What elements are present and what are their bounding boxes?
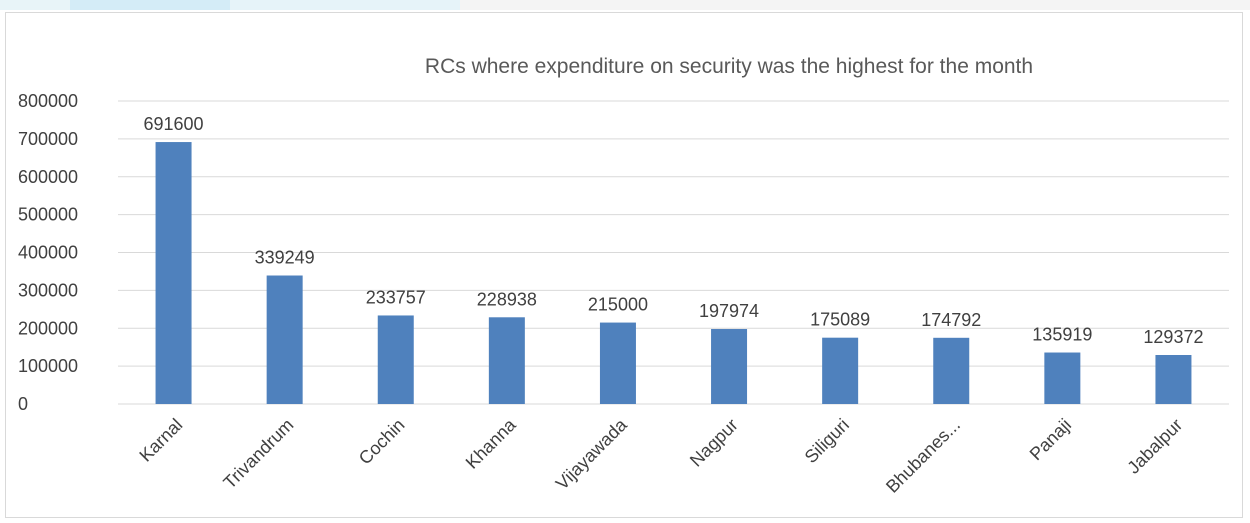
bar: [377, 315, 414, 404]
y-tick-label: 0: [18, 394, 28, 414]
data-label: 233757: [366, 287, 426, 307]
x-category-label: Khanna: [462, 414, 521, 473]
y-tick-label: 300000: [18, 280, 78, 300]
bar: [1044, 352, 1081, 404]
x-axis-labels: Karnal Trivandrum Cochin Khanna Vijayawada Na…: [135, 414, 1186, 497]
y-tick-label: 400000: [18, 243, 78, 263]
top-decorative-band: [0, 0, 1250, 10]
x-category-label: Siliguri: [801, 415, 853, 467]
x-category-label: Jabalpur: [1123, 415, 1186, 478]
y-tick-label: 500000: [18, 205, 78, 225]
data-label: 339249: [255, 248, 315, 268]
chart-frame: RCs where expenditure on security was th…: [5, 12, 1243, 518]
gridlines: [118, 100, 1229, 405]
bar-chart: RCs where expenditure on security was th…: [18, 55, 1229, 497]
x-category-label: Cochin: [355, 415, 409, 469]
data-label: 691600: [144, 114, 204, 134]
bar: [822, 337, 859, 404]
bar: [711, 329, 748, 404]
x-category-label: Bhubanes...: [882, 415, 964, 497]
x-category-label: Nagpur: [686, 415, 742, 471]
data-label: 135919: [1032, 325, 1092, 345]
data-label: 129372: [1143, 327, 1203, 347]
bar: [1155, 355, 1192, 404]
y-tick-label: 700000: [18, 129, 78, 149]
bar: [266, 275, 303, 404]
data-labels: 691600 339249 233757 228938 215000 197974 1750…: [144, 114, 1204, 347]
bar: [599, 322, 636, 404]
bar: [488, 317, 525, 404]
x-category-label: Karnal: [135, 415, 186, 466]
y-tick-label: 200000: [18, 318, 78, 338]
bars: [155, 142, 1192, 404]
chart-title: RCs where expenditure on security was th…: [425, 55, 1033, 78]
bar: [155, 142, 192, 404]
y-tick-label: 800000: [18, 91, 78, 111]
data-label: 197974: [699, 301, 759, 321]
y-tick-label: 600000: [18, 167, 78, 187]
x-category-label: Panaji: [1026, 415, 1076, 465]
y-axis-ticks: 0 100000 200000 300000 400000 500000 600000 700…: [18, 91, 78, 414]
data-label: 228938: [477, 289, 537, 309]
data-label: 215000: [588, 295, 648, 315]
bar: [933, 337, 970, 404]
data-label: 175089: [810, 310, 870, 330]
data-label: 174792: [921, 310, 981, 330]
y-tick-label: 100000: [18, 356, 78, 376]
x-category-label: Vijayawada: [552, 414, 632, 494]
x-category-label: Trivandrum: [219, 415, 297, 493]
